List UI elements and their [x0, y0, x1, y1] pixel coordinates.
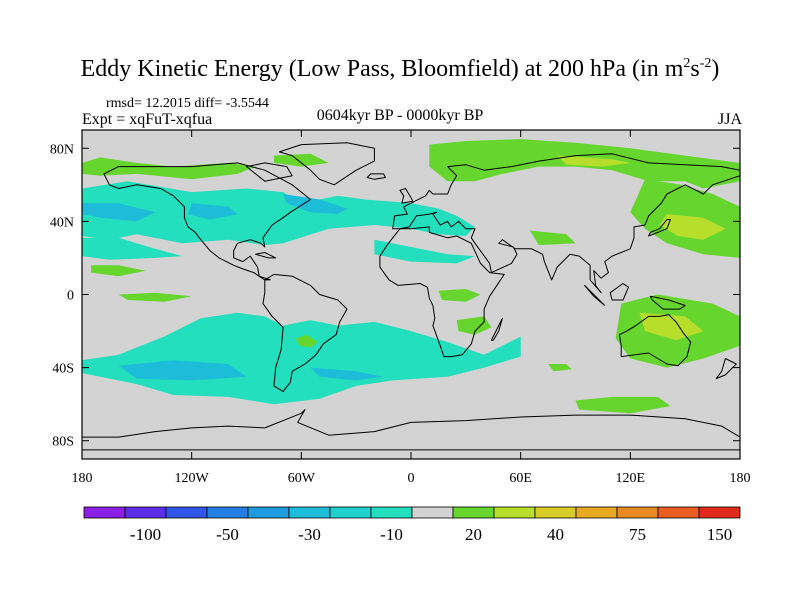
coast-madagascar — [490, 317, 503, 341]
colorbar-swatch — [698, 506, 741, 519]
colorbar-swatch — [124, 506, 167, 519]
coast-baffin-island — [246, 162, 293, 182]
x-tick-label: 0 — [408, 471, 415, 486]
region-arctic-americas — [82, 157, 256, 180]
y-tick-label: 80S — [52, 435, 74, 450]
region-subtropical-pacific — [82, 237, 183, 260]
colorbar-label: -50 — [216, 525, 239, 544]
period-label: 0604kyr BP - 0000kyr BP — [316, 107, 484, 124]
colorbar-swatch — [493, 506, 536, 519]
title-sup-1: 2 — [683, 56, 691, 71]
title-main: Eddy Kinetic Energy (Low Pass, Bloomfiel… — [80, 56, 684, 82]
coast-greenland — [278, 142, 375, 186]
colorbar-swatch — [616, 506, 659, 519]
region-north-america-core — [188, 203, 238, 220]
coast-north-america — [103, 162, 311, 281]
coast-new-zealand — [715, 358, 737, 380]
colorbar-label: -100 — [130, 525, 161, 544]
colorbar-swatch — [329, 506, 372, 519]
coast-africa — [379, 226, 505, 358]
coast-south-america — [262, 273, 348, 392]
y-tick-label: 40N — [50, 215, 74, 230]
region-australia-core — [639, 312, 704, 341]
colorbar-swatch — [247, 506, 290, 519]
region-south-atlantic-core — [310, 367, 384, 381]
region-indian-ocean-patch — [456, 316, 492, 335]
title-close: ) — [711, 56, 720, 82]
x-tick-label: 60W — [288, 471, 316, 486]
region-south-america-patch — [295, 334, 318, 348]
region-north-africa-strip — [374, 239, 475, 264]
colorbar-label: -10 — [380, 525, 403, 544]
x-tick-label: 120E — [616, 471, 646, 486]
coast-iceland — [366, 173, 386, 180]
colorbar-swatch — [657, 506, 700, 519]
experiment-label: Expt = xqFuT-xqfua — [82, 111, 213, 128]
coast-new-guinea — [649, 295, 686, 310]
x-tick-label: 180 — [72, 471, 93, 486]
region-north-indian-patch — [529, 230, 576, 246]
y-tick-label: 40S — [52, 362, 74, 377]
colorbar-swatch — [165, 506, 208, 519]
coast-borneo — [609, 283, 629, 301]
colorbar-label: -30 — [298, 525, 321, 544]
axes: 180 120W 60W 0 60E 120E 180 80N 40N 0 40S 80S — [50, 130, 751, 486]
field-regions — [82, 139, 740, 414]
x-tick-label: 120W — [175, 471, 210, 486]
x-tick-label: 180 — [730, 471, 751, 486]
coastlines — [82, 142, 740, 451]
region-north-atlantic-core — [283, 194, 347, 215]
chart-title: Eddy Kinetic Energy (Low Pass, Bloomfiel… — [0, 56, 800, 83]
region-east-africa-patch — [438, 289, 481, 302]
colorbar-label: 20 — [465, 525, 482, 544]
region-east-asia-core — [659, 214, 726, 240]
region-north-pacific-band — [82, 181, 475, 246]
colorbar-swatch — [575, 506, 618, 519]
region-siberia-core — [557, 155, 631, 167]
coast-japan — [648, 219, 671, 237]
x-tick-label: 60E — [509, 471, 532, 486]
season-label: JJA — [717, 111, 742, 128]
coast-eurasia — [392, 153, 740, 294]
colorbar-swatch — [206, 506, 249, 519]
colorbar-swatch — [452, 506, 495, 519]
y-tick-label: 0 — [67, 289, 74, 304]
title-sup-2: -2 — [699, 56, 712, 71]
region-south-pacific-band — [82, 312, 521, 405]
coast-antarctica — [82, 409, 740, 451]
coast-sumatra — [584, 284, 606, 306]
coast-cuba — [255, 252, 277, 259]
colorbar-swatch — [370, 506, 413, 519]
region-southern-ocean-patch — [575, 396, 671, 414]
y-tick-label: 80N — [50, 142, 74, 157]
stats-label: rmsd= 12.2015 diff= -3.5544 — [106, 96, 269, 111]
colorbar: -100 -50 -30 -10 20 40 75 150 — [83, 506, 741, 544]
region-eq-east-pacific — [118, 292, 192, 302]
region-south-indian-patch — [548, 364, 572, 372]
colorbar-swatch — [534, 506, 577, 519]
region-tropical-pacific — [91, 265, 146, 277]
region-south-pacific-core — [118, 360, 247, 381]
title-mid: s — [690, 56, 700, 82]
colorbar-label: 75 — [629, 525, 646, 544]
colorbar-swatch — [411, 506, 454, 519]
colorbar-label: 40 — [547, 525, 564, 544]
coast-great-britain — [399, 188, 414, 204]
colorbar-label: 150 — [707, 525, 733, 544]
region-north-pacific-core — [82, 203, 156, 222]
colorbar-swatch — [83, 506, 126, 519]
region-greenland-patch — [273, 153, 329, 167]
colorbar-swatch — [288, 506, 331, 519]
coast-australia — [618, 314, 692, 367]
